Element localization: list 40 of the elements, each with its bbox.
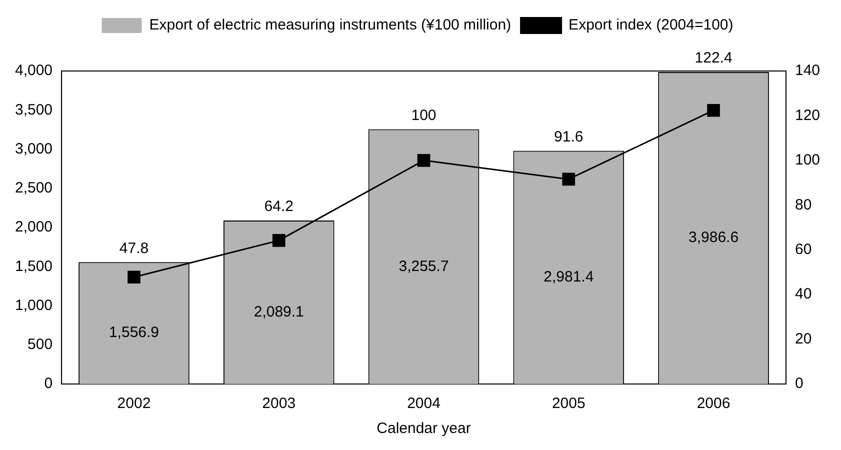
y2-tick-label: 40 [794, 286, 812, 303]
x-tick-label: 2006 [696, 395, 730, 412]
data-label: 3,986.6 [688, 229, 739, 246]
y-tick-label: 1,500 [14, 258, 53, 275]
data-label: 2,089.1 [254, 303, 304, 320]
data-label: 91.6 [554, 128, 584, 146]
data-label: 100 [411, 106, 436, 124]
x-tick-label: 2004 [407, 395, 440, 412]
x-axis-title: Calendar year [376, 420, 471, 438]
data-label: 64.2 [264, 198, 294, 216]
y2-tick-label: 60 [794, 241, 812, 258]
data-label: 1,556.9 [108, 324, 160, 342]
x-tick-label: 2003 [262, 395, 296, 412]
y2-tick-label: 80 [794, 196, 812, 214]
y2-tick-label: 0 [794, 375, 804, 392]
y-tick-label: 3,000 [14, 140, 53, 158]
y-tick-label: 500 [28, 336, 53, 354]
x-tick-label: 2005 [552, 395, 586, 412]
y-tick-label: 2,500 [14, 180, 53, 197]
y-tick-label: 0 [44, 375, 53, 392]
legend-label: Export of electric measuring instruments (¥100 million) [149, 16, 512, 34]
data-label: 3,255.7 [398, 258, 449, 275]
y-tick-label: 2,000 [14, 218, 53, 236]
y-tick-label: 1,000 [14, 296, 53, 314]
data-label: 2,981.4 [544, 268, 594, 286]
point [562, 172, 576, 186]
y2-tick-label: 140 [794, 62, 820, 80]
point [417, 154, 430, 167]
legend-label: Export index (2004=100) [568, 16, 734, 34]
y2-tick-label: 100 [794, 152, 820, 169]
y2-tick-label: 20 [794, 330, 812, 348]
point [128, 270, 140, 284]
y-tick-label: 4,000 [14, 62, 53, 80]
x-tick-label: 2002 [117, 395, 151, 412]
y-tick-label: 3,500 [14, 101, 53, 118]
data-label: 122.4 [694, 50, 732, 67]
point [707, 104, 720, 117]
data-label: 47.8 [119, 240, 149, 257]
y2-tick-label: 120 [794, 106, 820, 124]
point [272, 234, 286, 247]
